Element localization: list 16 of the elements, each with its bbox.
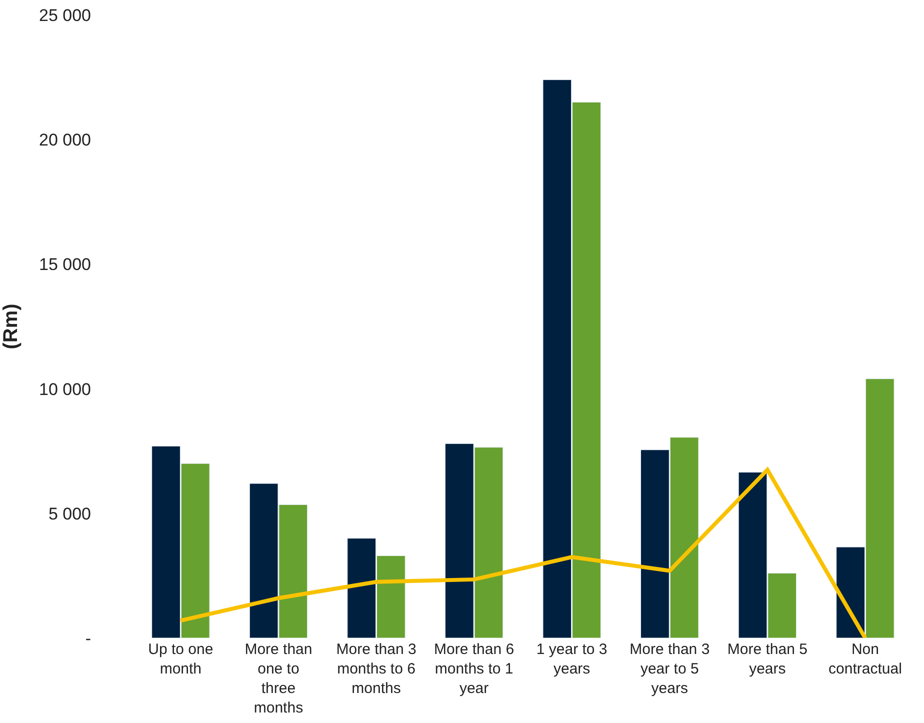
x-tick-label: 1 year to 3 years xyxy=(536,641,608,678)
y-tick-label: - xyxy=(85,628,91,648)
x-tick-label: More than 6 months to 1 year xyxy=(434,641,514,697)
y-tick-label: 15 000 xyxy=(39,255,91,274)
y-tick-label: 5 000 xyxy=(48,504,91,524)
x-tick-label: More than one to three months xyxy=(244,641,312,716)
y-tick-label: 10 000 xyxy=(39,380,91,399)
x-tick-label: More than 3 year to 5 years xyxy=(630,641,710,697)
x-tick-label: More than 5 years xyxy=(727,641,808,678)
y-tick-label: 20 000 xyxy=(39,130,91,150)
y-axis-title: (Rm) xyxy=(0,304,22,350)
x-tick-label: Non contractual xyxy=(828,641,902,678)
x-tick-label: Up to one month xyxy=(148,641,214,678)
x-tick-label: More than 3 months to 6 months xyxy=(336,641,416,697)
line-series xyxy=(178,468,868,638)
y-tick-label: 25 000 xyxy=(39,6,91,25)
